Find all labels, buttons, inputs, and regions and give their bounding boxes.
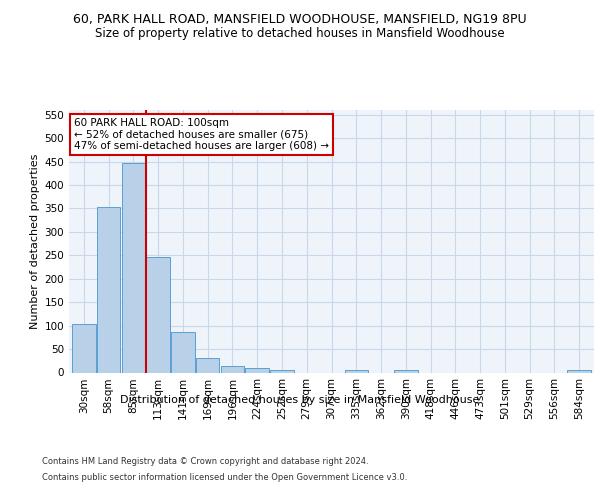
Text: Distribution of detached houses by size in Mansfield Woodhouse: Distribution of detached houses by size … <box>121 395 479 405</box>
Bar <box>97 207 121 372</box>
Bar <box>146 257 170 372</box>
Text: 60 PARK HALL ROAD: 100sqm
← 52% of detached houses are smaller (675)
47% of semi: 60 PARK HALL ROAD: 100sqm ← 52% of detac… <box>74 118 329 151</box>
Text: Size of property relative to detached houses in Mansfield Woodhouse: Size of property relative to detached ho… <box>95 28 505 40</box>
Bar <box>72 324 95 372</box>
Bar <box>568 370 591 372</box>
Bar <box>171 332 194 372</box>
Bar <box>122 162 145 372</box>
Y-axis label: Number of detached properties: Number of detached properties <box>30 154 40 329</box>
Text: Contains public sector information licensed under the Open Government Licence v3: Contains public sector information licen… <box>42 472 407 482</box>
Bar <box>196 358 220 372</box>
Bar <box>270 370 294 372</box>
Bar <box>221 366 244 372</box>
Bar <box>245 368 269 372</box>
Bar <box>344 370 368 372</box>
Text: 60, PARK HALL ROAD, MANSFIELD WOODHOUSE, MANSFIELD, NG19 8PU: 60, PARK HALL ROAD, MANSFIELD WOODHOUSE,… <box>73 12 527 26</box>
Text: Contains HM Land Registry data © Crown copyright and database right 2024.: Contains HM Land Registry data © Crown c… <box>42 458 368 466</box>
Bar <box>394 370 418 372</box>
